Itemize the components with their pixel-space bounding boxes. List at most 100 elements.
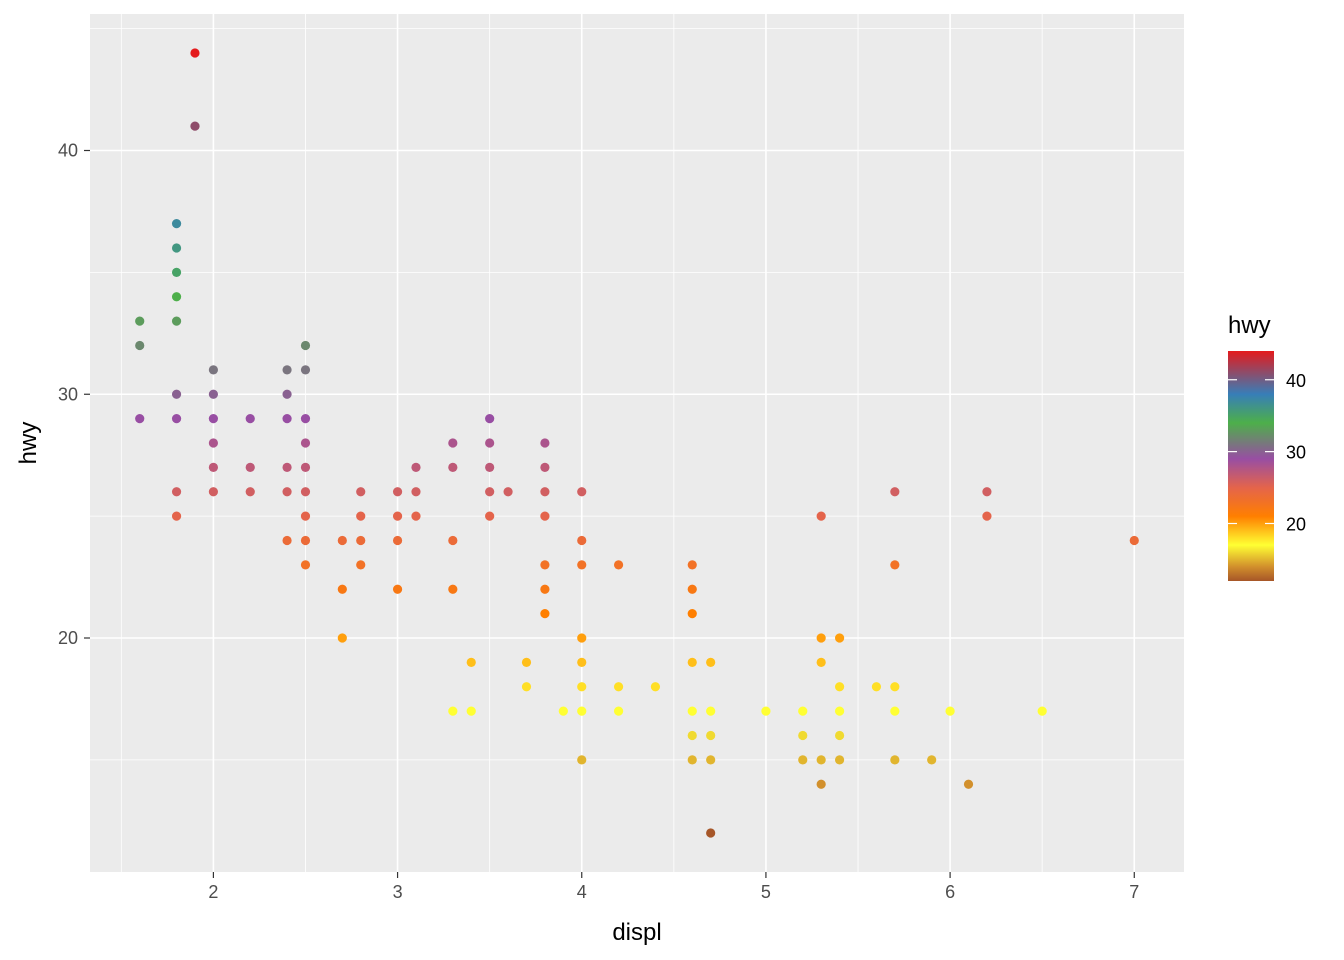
data-point (577, 657, 587, 667)
data-point (208, 414, 218, 424)
data-point (300, 414, 311, 424)
data-point (577, 633, 587, 643)
data-point (208, 462, 218, 472)
data-point (687, 706, 697, 716)
data-point (613, 682, 624, 692)
data-point (392, 584, 403, 594)
data-point (171, 219, 182, 229)
data-point (687, 560, 697, 570)
data-point (208, 365, 218, 375)
data-point (558, 706, 568, 716)
x-tick-label: 3 (393, 882, 403, 902)
data-point (300, 365, 311, 375)
data-point (300, 487, 311, 497)
data-points (135, 48, 1139, 838)
data-point (356, 535, 366, 546)
data-point (706, 730, 716, 741)
data-point (577, 706, 587, 716)
data-point (392, 511, 403, 521)
data-point (356, 487, 366, 497)
data-point (171, 389, 182, 399)
data-point (687, 730, 697, 741)
data-point (208, 487, 218, 497)
data-point (798, 730, 808, 741)
data-point (171, 316, 182, 326)
data-point (208, 389, 218, 399)
data-point (448, 535, 458, 546)
data-point (834, 682, 845, 692)
data-point (171, 267, 182, 277)
color-legend: hwy 20 30 40 (1228, 312, 1306, 581)
data-point (577, 755, 587, 765)
data-point (816, 779, 826, 789)
data-point (540, 487, 550, 497)
major-gridlines (90, 14, 1184, 872)
data-point (300, 511, 311, 521)
data-point (706, 657, 716, 667)
data-point (798, 706, 808, 716)
x-tick-label: 7 (1129, 882, 1139, 902)
data-point (337, 584, 347, 594)
data-point (982, 487, 992, 497)
data-point (890, 755, 900, 765)
data-point (411, 511, 421, 521)
data-point (282, 487, 292, 497)
data-point (356, 511, 366, 521)
data-point (485, 462, 495, 472)
data-point (890, 560, 900, 570)
x-axis-title: displ (612, 919, 661, 946)
data-point (687, 657, 697, 667)
data-point (135, 316, 145, 326)
data-point (300, 560, 311, 570)
legend-title: hwy (1228, 312, 1271, 339)
data-point (485, 414, 495, 424)
data-point (171, 487, 182, 497)
data-point (245, 414, 255, 424)
x-tick-label: 5 (761, 882, 771, 902)
data-point (945, 706, 955, 716)
minor-gridlines (90, 14, 1184, 872)
data-point (503, 487, 513, 497)
data-point (448, 438, 458, 448)
data-point (613, 706, 624, 716)
data-point (706, 755, 716, 765)
data-point (135, 414, 145, 424)
data-point (613, 560, 624, 570)
data-point (816, 633, 826, 643)
data-point (834, 730, 845, 741)
data-point (687, 584, 697, 594)
data-point (890, 487, 900, 497)
data-point (448, 706, 458, 716)
data-point (282, 414, 292, 424)
data-point (356, 560, 366, 570)
data-point (448, 462, 458, 472)
data-point (871, 682, 882, 692)
data-point (577, 560, 587, 570)
data-point (171, 243, 182, 253)
data-point (687, 755, 697, 765)
data-point (300, 340, 311, 351)
data-point (963, 779, 974, 789)
data-point (761, 706, 771, 716)
x-tick-label: 4 (577, 882, 587, 902)
legend-label: 40 (1286, 371, 1306, 391)
data-point (540, 560, 550, 570)
legend-ticks: 20 30 40 (1228, 371, 1306, 535)
data-point (816, 511, 826, 521)
x-tick-label: 6 (945, 882, 955, 902)
data-point (540, 511, 550, 521)
data-point (540, 462, 550, 472)
y-axis: 20 30 40 (58, 141, 90, 648)
data-point (706, 706, 716, 716)
data-point (171, 414, 182, 424)
data-point (890, 682, 900, 692)
data-point (1037, 706, 1047, 716)
data-point (282, 462, 292, 472)
data-point (982, 511, 992, 521)
data-point (650, 682, 661, 692)
data-point (521, 657, 532, 667)
data-point (485, 511, 495, 521)
data-point (577, 682, 587, 692)
data-point (208, 438, 218, 448)
